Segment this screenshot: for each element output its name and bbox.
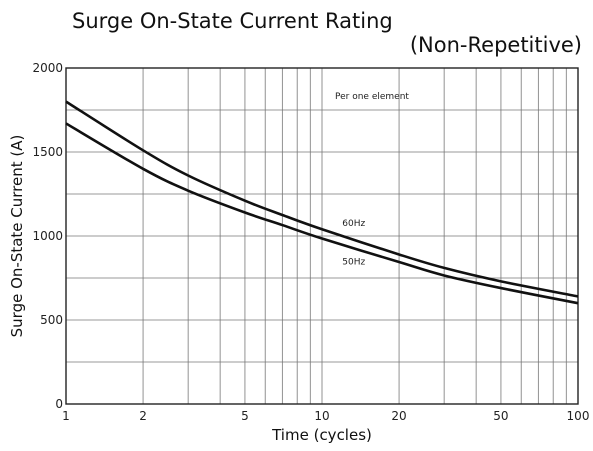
y-axis-label: Surge On-State Current (A) (8, 135, 26, 338)
y-tick-label: 1000 (32, 229, 63, 243)
series-line-60hz (65, 100, 579, 298)
series-labels: 60Hz 50Hz (342, 219, 365, 268)
y-tick-label: 2000 (32, 61, 63, 75)
chart-subtitle: (Non-Repetitive) (410, 33, 582, 57)
x-tick-label: 10 (314, 409, 329, 423)
chart-title: Surge On-State Current Rating (72, 9, 393, 33)
x-axis-label: Time (cycles) (271, 426, 372, 444)
annotation-per-one-element: Per one element (335, 92, 409, 102)
plot-frame (65, 67, 579, 405)
y-tick-label: 500 (40, 313, 63, 327)
y-tick-label: 1500 (32, 145, 63, 159)
series-label-50hz: 50Hz (342, 258, 365, 268)
x-tick-label: 2 (139, 409, 147, 423)
x-tick-label: 5 (241, 409, 249, 423)
x-tick-label: 20 (391, 409, 406, 423)
grid (66, 68, 578, 404)
y-tick-label: 0 (55, 397, 63, 411)
series-lines (65, 100, 579, 305)
x-tick-label: 100 (567, 409, 590, 423)
series-line-50hz (65, 122, 579, 305)
x-tick-label: 50 (493, 409, 508, 423)
x-tick-label: 1 (62, 409, 70, 423)
series-label-60hz: 60Hz (342, 219, 365, 229)
